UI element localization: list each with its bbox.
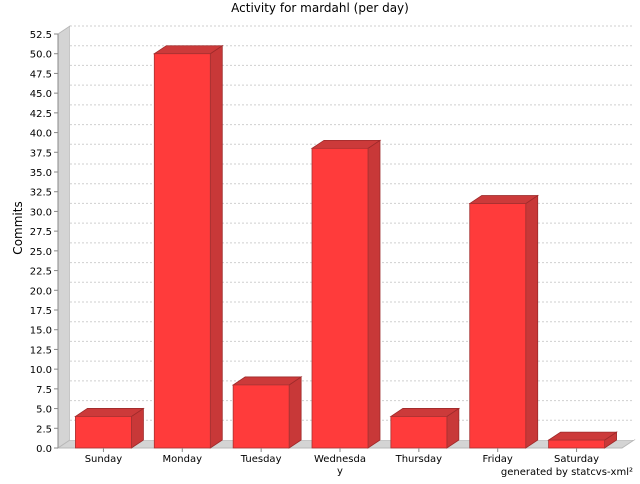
y-tick-label: 42.5 bbox=[30, 109, 52, 120]
footer-credit: generated by statcvs-xml² bbox=[501, 467, 633, 478]
bar-front bbox=[311, 147, 369, 449]
bar-top bbox=[468, 195, 540, 204]
bar-front bbox=[153, 53, 211, 449]
y-tick-label: 2.5 bbox=[36, 424, 52, 435]
y-tick-label: 37.5 bbox=[30, 148, 52, 159]
x-tick-label: Wednesda y bbox=[314, 454, 366, 477]
y-tick-label: 45.0 bbox=[30, 89, 52, 100]
x-tick-label: Tuesday bbox=[240, 454, 282, 465]
y-tick-label: 30.0 bbox=[30, 207, 52, 218]
bar-front bbox=[469, 203, 527, 449]
bars bbox=[74, 44, 618, 449]
x-tick-label: Saturday bbox=[554, 454, 599, 465]
bar-monday bbox=[152, 44, 224, 449]
y-tick-label: 0.0 bbox=[36, 444, 52, 455]
y-tick-label: 7.5 bbox=[36, 385, 52, 396]
bar-front bbox=[75, 416, 132, 449]
y-axis: 0.0 2.5 5.0 7.5 10.0 12.5 15.0 17.5 20.0 22.5 25.0… bbox=[30, 30, 59, 455]
x-axis: Sunday Monday Tuesday Wednesda y Thursday Frid… bbox=[85, 448, 599, 477]
y-tick-label: 40.0 bbox=[30, 129, 52, 140]
bar-wednesday bbox=[310, 139, 382, 449]
bar-front bbox=[548, 439, 605, 449]
x-tick-label: Monday bbox=[163, 454, 203, 465]
bar-top bbox=[231, 376, 303, 386]
bar-top bbox=[547, 431, 618, 441]
bar-top bbox=[74, 408, 145, 417]
x-tick-label: Thursday bbox=[395, 454, 443, 465]
bar-tuesday bbox=[231, 376, 303, 449]
y-tick-label: 17.5 bbox=[30, 306, 52, 317]
bar-top bbox=[389, 408, 461, 417]
bar-front bbox=[390, 416, 448, 449]
y-tick-label: 50.0 bbox=[30, 50, 52, 61]
y-tick-label: 20.0 bbox=[30, 286, 52, 297]
bar-sunday bbox=[74, 407, 145, 449]
bar-side bbox=[525, 194, 539, 449]
y-tick-label: 32.5 bbox=[30, 188, 52, 199]
y-tick-label: 12.5 bbox=[30, 345, 52, 356]
y-tick-label: 52.5 bbox=[30, 30, 52, 41]
y-axis-label: Commits bbox=[11, 201, 25, 254]
bar-thursday bbox=[389, 407, 461, 449]
x-tick-label: Sunday bbox=[85, 454, 122, 465]
chart-title: Activity for mardahl (per day) bbox=[231, 1, 409, 15]
y-tick-label: 15.0 bbox=[30, 326, 52, 337]
y-tick-label: 10.0 bbox=[30, 365, 52, 376]
x-tick-label: Friday bbox=[483, 454, 513, 465]
bar-side bbox=[367, 139, 381, 449]
bar-friday bbox=[468, 194, 540, 449]
y-tick-label: 25.0 bbox=[30, 247, 52, 258]
left-wall bbox=[57, 25, 71, 449]
y-tick-label: 47.5 bbox=[30, 69, 52, 80]
y-tick-label: 35.0 bbox=[30, 168, 52, 179]
bar-top bbox=[152, 45, 224, 55]
bar-side bbox=[209, 44, 223, 449]
y-tick-label: 22.5 bbox=[30, 267, 52, 278]
y-tick-label: 27.5 bbox=[30, 227, 52, 238]
bar-side bbox=[288, 376, 302, 449]
bar-saturday bbox=[547, 431, 618, 449]
bar-top bbox=[310, 139, 382, 149]
bar-front bbox=[232, 384, 290, 449]
y-tick-label: 5.0 bbox=[36, 405, 52, 416]
